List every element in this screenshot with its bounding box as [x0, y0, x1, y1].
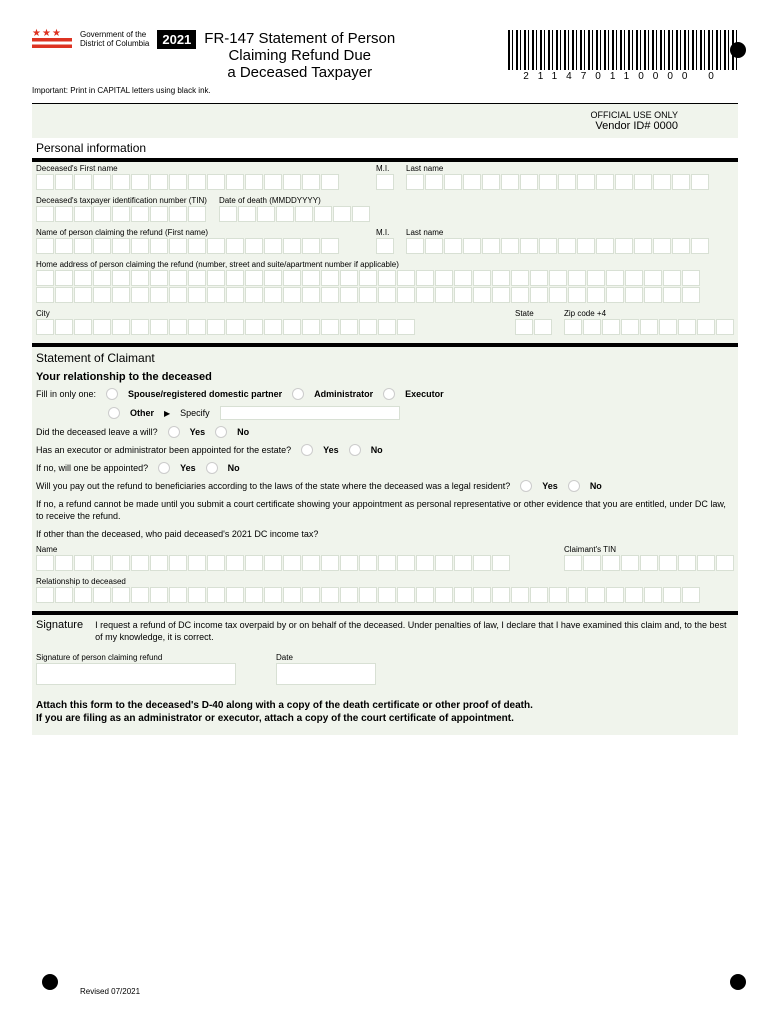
official-use: OFFICIAL USE ONLY Vendor ID# 0000 [32, 104, 738, 138]
other-paid-question: If other than the deceased, who paid dec… [32, 525, 738, 543]
exec-yes-radio[interactable] [301, 444, 313, 456]
registration-dot [730, 974, 746, 990]
barcode: 211470110000 0 [508, 30, 738, 82]
specify-input[interactable] [220, 406, 400, 420]
statement-heading: Statement of Claimant [32, 347, 738, 367]
other-option: Other ▶Specify [32, 403, 738, 423]
deceased-last-input[interactable] [406, 174, 734, 190]
executor-question: Has an executor or administrator been ap… [32, 441, 738, 459]
deceased-mi-input[interactable] [376, 174, 394, 190]
payout-no-radio[interactable] [568, 480, 580, 492]
signature-section: Signature I request a refund of DC incom… [32, 615, 738, 647]
claimant-name-row: Name of person claiming the refund (Firs… [32, 226, 738, 258]
form-title: FR-147 Statement of Person Claiming Refu… [204, 30, 395, 81]
ifno-question: If no, will one be appointed? Yes No [32, 459, 738, 477]
deceased-name-row: Deceased's First name M.I. Last name [32, 162, 738, 194]
address-row: Home address of person claiming the refu… [32, 258, 738, 307]
signature-heading: Signature [36, 619, 83, 631]
zip-input[interactable] [564, 319, 734, 335]
spouse-radio[interactable] [106, 388, 118, 400]
registration-dot [730, 42, 746, 58]
ifno-yes-radio[interactable] [158, 462, 170, 474]
will-yes-radio[interactable] [168, 426, 180, 438]
form-body: OFFICIAL USE ONLY Vendor ID# 0000 Person… [32, 103, 738, 735]
date-input[interactable] [276, 663, 376, 685]
important-note: Important: Print in CAPITAL letters usin… [32, 86, 738, 95]
will-no-radio[interactable] [215, 426, 227, 438]
address-input-2[interactable] [36, 287, 734, 303]
dc-flag-logo: ★★★ [32, 30, 72, 48]
registration-dot [42, 974, 58, 990]
exec-no-radio[interactable] [349, 444, 361, 456]
city-state-zip-row: City State Zip code +4 [32, 307, 738, 343]
deceased-first-input[interactable] [36, 174, 364, 190]
payout-question: Will you pay out the refund to beneficia… [32, 477, 738, 495]
state-input[interactable] [515, 319, 552, 335]
payer-name-input[interactable] [36, 555, 552, 571]
will-question: Did the deceased leave a will? Yes No [32, 423, 738, 441]
relationship-input[interactable] [36, 587, 734, 603]
dod-input[interactable] [219, 206, 370, 222]
payout-yes-radio[interactable] [520, 480, 532, 492]
signature-input[interactable] [36, 663, 236, 685]
address-input[interactable] [36, 270, 734, 286]
claimant-first-input[interactable] [36, 238, 364, 254]
executor-radio[interactable] [383, 388, 395, 400]
ifno-no-radio[interactable] [206, 462, 218, 474]
claimant-tin-input[interactable] [564, 555, 734, 571]
admin-radio[interactable] [292, 388, 304, 400]
tin-dod-row: Deceased's taxpayer identification numbe… [32, 194, 738, 226]
payer-row: Name Claimant's TIN [32, 543, 738, 575]
form-header: ★★★ Government of the District of Columb… [32, 30, 738, 82]
claimant-mi-input[interactable] [376, 238, 394, 254]
attach-instructions: Attach this form to the deceased's D-40 … [32, 689, 738, 735]
relationship-row: Relationship to deceased [32, 575, 738, 611]
tax-year: 2021 [157, 30, 196, 49]
other-radio[interactable] [108, 407, 120, 419]
tin-input[interactable] [36, 206, 207, 222]
signature-fields: Signature of person claiming refund Date [32, 647, 738, 689]
revision-date: Revised 07/2021 [80, 987, 140, 996]
personal-heading: Personal information [32, 138, 738, 162]
claimant-last-input[interactable] [406, 238, 734, 254]
city-input[interactable] [36, 319, 503, 335]
ifno-note: If no, a refund cannot be made until you… [32, 495, 738, 525]
relationship-subheading: Your relationship to the deceased [32, 367, 738, 385]
govt-label: Government of the District of Columbia [80, 30, 149, 48]
relationship-options: Fill in only one: Spouse/registered dome… [32, 385, 738, 403]
